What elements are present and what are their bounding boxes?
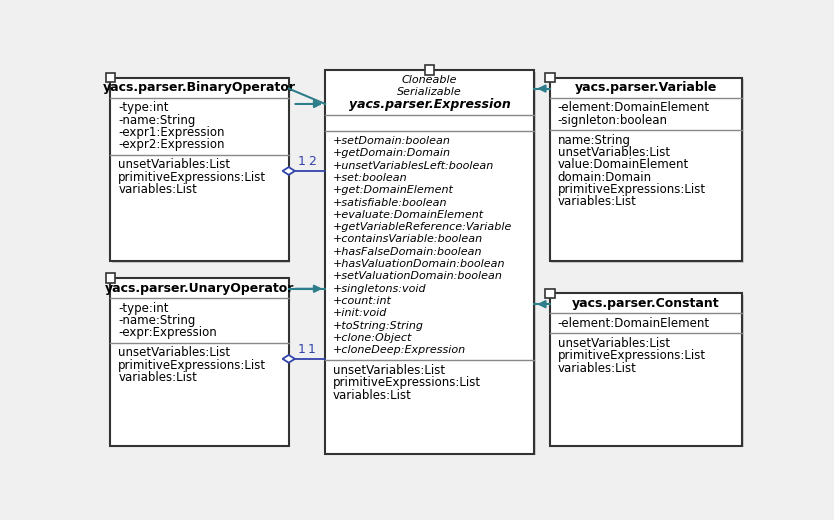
Bar — [106, 274, 115, 283]
Text: variables:List: variables:List — [333, 388, 412, 401]
Text: +setValuationDomain:boolean: +setValuationDomain:boolean — [333, 271, 503, 281]
Text: +evaluate:DomainElement: +evaluate:DomainElement — [333, 210, 484, 220]
Text: +get:DomainElement: +get:DomainElement — [333, 185, 454, 195]
Text: +getVariableReference:Variable: +getVariableReference:Variable — [333, 222, 512, 232]
FancyBboxPatch shape — [112, 280, 290, 447]
Polygon shape — [283, 167, 295, 175]
Text: primitiveExpressions:List: primitiveExpressions:List — [118, 171, 266, 184]
Text: yacs.parser.UnaryOperator: yacs.parser.UnaryOperator — [105, 281, 294, 294]
Text: 2: 2 — [308, 155, 316, 168]
Text: primitiveExpressions:List: primitiveExpressions:List — [558, 183, 706, 196]
Text: name:String: name:String — [558, 134, 631, 147]
Text: +hasValuationDomain:boolean: +hasValuationDomain:boolean — [333, 259, 505, 269]
Text: 1: 1 — [298, 343, 306, 356]
Bar — [110, 278, 289, 446]
Text: yacs.parser.Constant: yacs.parser.Constant — [572, 297, 720, 310]
Text: +unsetVariablesLeft:boolean: +unsetVariablesLeft:boolean — [333, 161, 494, 171]
Text: Serializable: Serializable — [397, 87, 462, 97]
Text: +setDomain:boolean: +setDomain:boolean — [333, 136, 450, 146]
Text: -expr2:Expression: -expr2:Expression — [118, 138, 224, 151]
FancyBboxPatch shape — [112, 80, 290, 263]
Text: 1: 1 — [298, 155, 306, 168]
Text: +clone:Object: +clone:Object — [333, 333, 412, 343]
Text: variables:List: variables:List — [118, 183, 197, 196]
Text: variables:List: variables:List — [558, 196, 636, 209]
Text: +count:int: +count:int — [333, 296, 392, 306]
Text: primitiveExpressions:List: primitiveExpressions:List — [558, 349, 706, 362]
Bar — [425, 66, 435, 75]
Text: +singletons:void: +singletons:void — [333, 284, 426, 294]
Text: unsetVariables:List: unsetVariables:List — [558, 146, 670, 159]
Bar — [106, 73, 115, 82]
Text: yacs.parser.Variable: yacs.parser.Variable — [575, 81, 717, 94]
Text: +containsVariable:boolean: +containsVariable:boolean — [333, 235, 483, 244]
Text: -name:String: -name:String — [118, 114, 196, 127]
Text: variables:List: variables:List — [558, 361, 636, 374]
Text: Cloneable: Cloneable — [402, 75, 458, 85]
Bar — [550, 293, 742, 446]
Text: +toString:String: +toString:String — [333, 321, 424, 331]
Text: -type:int: -type:int — [118, 101, 168, 114]
Text: -expr1:Expression: -expr1:Expression — [118, 126, 224, 139]
Polygon shape — [283, 355, 295, 363]
FancyBboxPatch shape — [551, 295, 744, 447]
Bar — [545, 289, 555, 298]
Text: primitiveExpressions:List: primitiveExpressions:List — [118, 358, 266, 371]
Text: -element:DomainElement: -element:DomainElement — [558, 317, 710, 330]
FancyBboxPatch shape — [551, 80, 744, 263]
Text: -name:String: -name:String — [118, 314, 196, 327]
Text: +hasFalseDomain:boolean: +hasFalseDomain:boolean — [333, 247, 482, 257]
Text: yacs.parser.BinaryOperator: yacs.parser.BinaryOperator — [103, 81, 296, 94]
Text: -type:int: -type:int — [118, 302, 168, 315]
Bar — [110, 78, 289, 261]
Text: +set:boolean: +set:boolean — [333, 173, 408, 183]
Text: +init:void: +init:void — [333, 308, 387, 318]
Text: primitiveExpressions:List: primitiveExpressions:List — [333, 376, 481, 389]
Bar — [550, 78, 742, 261]
Text: -element:DomainElement: -element:DomainElement — [558, 101, 710, 114]
Text: unsetVariables:List: unsetVariables:List — [118, 346, 230, 359]
Text: unsetVariables:List: unsetVariables:List — [558, 337, 670, 350]
Text: yacs.parser.Expression: yacs.parser.Expression — [349, 98, 510, 111]
Text: +cloneDeep:Expression: +cloneDeep:Expression — [333, 345, 466, 355]
Text: domain:Domain: domain:Domain — [558, 171, 651, 184]
Text: +getDomain:Domain: +getDomain:Domain — [333, 148, 451, 158]
Text: -expr:Expression: -expr:Expression — [118, 326, 217, 339]
Text: unsetVariables:List: unsetVariables:List — [333, 364, 445, 377]
Text: 1: 1 — [308, 343, 316, 356]
Bar — [545, 73, 555, 82]
Text: unsetVariables:List: unsetVariables:List — [118, 158, 230, 171]
Text: +satisfiable:boolean: +satisfiable:boolean — [333, 198, 447, 207]
Bar — [325, 70, 535, 453]
Text: -signleton:boolean: -signleton:boolean — [558, 114, 668, 127]
FancyBboxPatch shape — [327, 72, 536, 455]
Text: value:DomainElement: value:DomainElement — [558, 158, 689, 171]
Text: variables:List: variables:List — [118, 371, 197, 384]
